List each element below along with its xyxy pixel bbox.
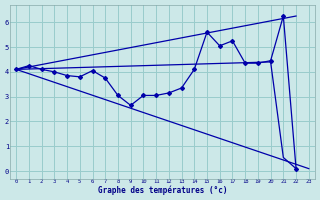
X-axis label: Graphe des températures (°c): Graphe des températures (°c) xyxy=(98,186,227,195)
